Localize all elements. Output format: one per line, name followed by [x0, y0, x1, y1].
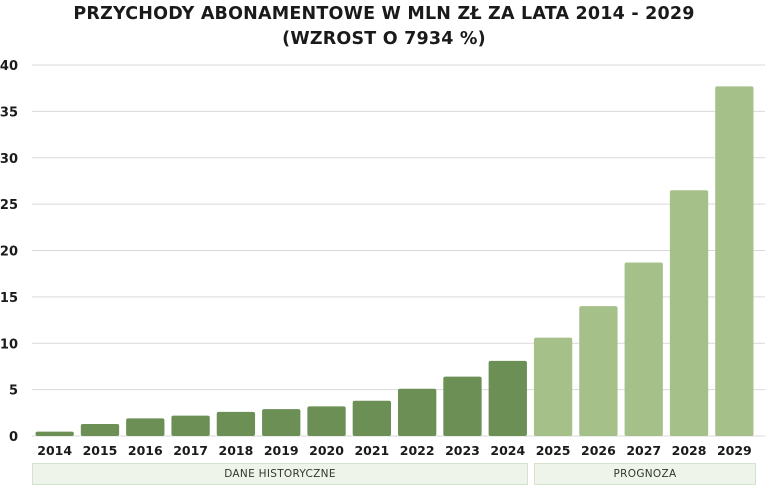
bar-2024: [488, 360, 527, 436]
x-tick-label: 2018: [219, 443, 254, 458]
bar-2028: [669, 190, 709, 436]
y-tick-label: 10: [0, 337, 18, 352]
x-tick-label: 2022: [400, 443, 435, 458]
x-tick-label: 2016: [128, 443, 163, 458]
x-tick-label: 2026: [581, 443, 616, 458]
bar-2022: [398, 388, 437, 436]
y-tick-label: 15: [0, 291, 18, 306]
bar-2018: [216, 411, 256, 436]
x-tick-label: 2019: [264, 443, 299, 458]
x-tick-label: 2017: [173, 443, 208, 458]
y-tick-label: 5: [9, 384, 18, 399]
title-line-1: PRZYCHODY ABONAMENTOWE W MLN ZŁ ZA LATA …: [73, 4, 695, 24]
historical-band: DANE HISTORYCZNE: [32, 463, 528, 485]
x-tick-label: 2021: [354, 443, 389, 458]
bar-2026: [579, 306, 618, 436]
forecast-band-label: PROGNOZA: [613, 468, 677, 480]
bar-2021: [352, 400, 391, 436]
bar-2029: [715, 86, 754, 437]
bar-2025: [533, 337, 573, 436]
x-tick-label: 2015: [83, 443, 118, 458]
y-tick-label: 0: [9, 430, 18, 445]
x-tick-label: 2027: [626, 443, 661, 458]
forecast-band: PROGNOZA: [534, 463, 756, 485]
bar-2017: [171, 415, 210, 436]
bar-2015: [80, 423, 120, 436]
y-tick-label: 35: [0, 105, 18, 120]
bar-2014: [35, 431, 74, 436]
bar-2023: [443, 376, 482, 436]
title-line-2: (WZROST O 7934 %): [282, 29, 486, 49]
bar-2019: [262, 409, 301, 436]
x-tick-label: 2023: [445, 443, 480, 458]
chart-title: PRZYCHODY ABONAMENTOWE W MLN ZŁ ZA LATA …: [0, 2, 768, 52]
y-tick-label: 40: [0, 59, 18, 74]
x-tick-label: 2020: [309, 443, 344, 458]
bar-2027: [624, 262, 663, 436]
y-tick-label: 30: [0, 152, 18, 167]
x-tick-label: 2024: [490, 443, 525, 458]
historical-band-label: DANE HISTORYCZNE: [224, 468, 336, 480]
x-tick-label: 2025: [536, 443, 571, 458]
x-tick-label: 2028: [672, 443, 707, 458]
bar-2020: [307, 406, 346, 436]
x-tick-label: 2029: [717, 443, 752, 458]
y-tick-label: 20: [0, 245, 18, 260]
x-tick-label: 2014: [37, 443, 72, 458]
y-tick-label: 25: [0, 198, 18, 213]
bar-2016: [126, 418, 165, 436]
